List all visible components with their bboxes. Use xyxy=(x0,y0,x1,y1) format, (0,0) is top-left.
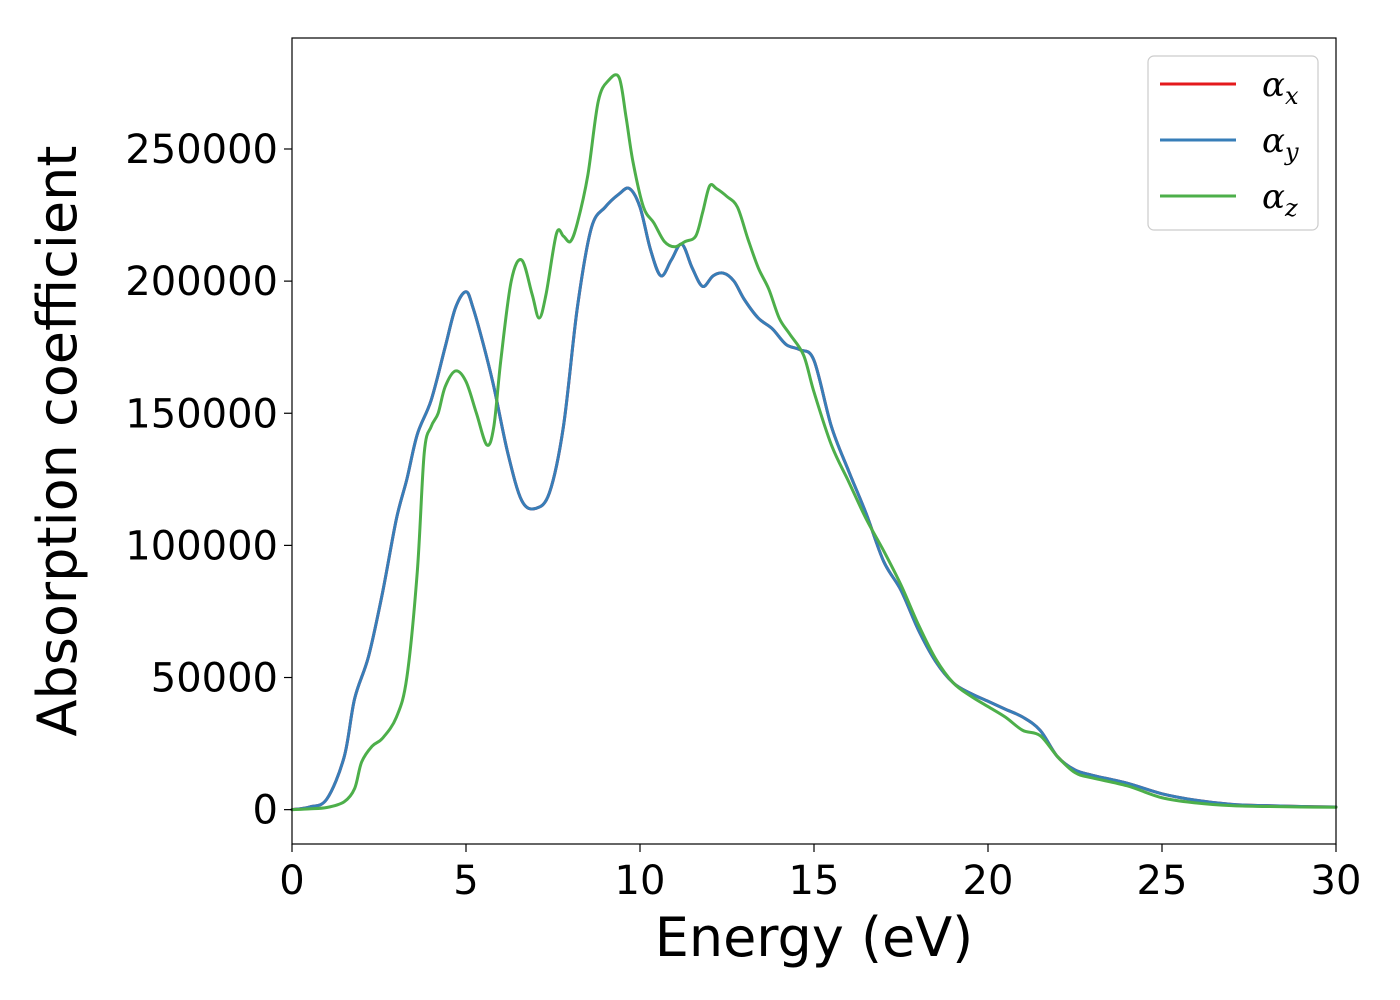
y-tick-label: 200000 xyxy=(125,259,278,305)
x-tick-label: 15 xyxy=(789,858,840,904)
legend-label-y: αy xyxy=(1262,121,1299,166)
y-tick-label: 150000 xyxy=(125,391,278,437)
x-tick-label: 20 xyxy=(963,858,1014,904)
series-line-z xyxy=(290,73,1338,812)
y-tick-label: 0 xyxy=(253,788,278,834)
x-axis-title: Energy (eV) xyxy=(655,906,974,969)
legend-label-x: αx xyxy=(1262,65,1299,110)
y-tick-label: 100000 xyxy=(125,523,278,569)
x-axis: 0 5 10 15 20 25 30 xyxy=(279,844,1361,904)
series-line-y xyxy=(290,186,1338,812)
legend-label-z: αz xyxy=(1262,177,1298,222)
legend-frame xyxy=(1147,55,1319,231)
y-tick-label: 50000 xyxy=(151,656,278,702)
y-axis-title: Absorption coefficient xyxy=(26,146,89,737)
x-tick-label: 30 xyxy=(1311,858,1362,904)
y-axis: 0 50000 100000 150000 200000 250000 xyxy=(125,127,292,834)
x-tick-label: 25 xyxy=(1137,858,1188,904)
x-tick-label: 0 xyxy=(279,858,304,904)
x-tick-label: 10 xyxy=(615,858,666,904)
legend: αx αy αz xyxy=(1147,55,1319,231)
x-tick-label: 5 xyxy=(453,858,478,904)
y-tick-label: 250000 xyxy=(125,127,278,173)
series-layer xyxy=(290,73,1338,812)
